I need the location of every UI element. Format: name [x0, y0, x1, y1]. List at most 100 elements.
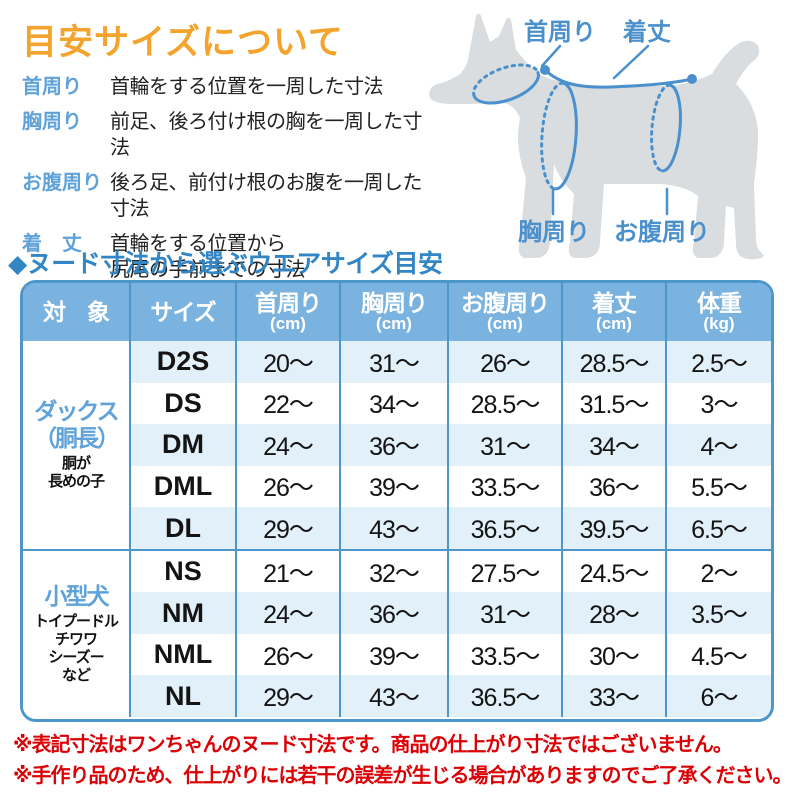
measurement-cell: 31.5〜	[561, 382, 665, 425]
measurement-cell: 26〜	[235, 465, 339, 508]
measurement-cell: 31〜	[339, 341, 447, 383]
measurement-cell: 34〜	[339, 382, 447, 425]
measurement-cell: 43〜	[339, 507, 447, 549]
belly-label: お腹周り	[614, 218, 710, 246]
measurement-cell: 3〜	[665, 382, 771, 425]
measurement-cell: 29〜	[235, 507, 339, 549]
measurement-cell: 39〜	[339, 465, 447, 508]
dog-category-cell: 小型犬 トイプードル チワワ シーズー など	[23, 550, 129, 717]
legend-term: 胸周り	[22, 111, 82, 133]
legend-item: 着 丈 首輪をする位置から 尻尾の手前までの寸法	[22, 231, 432, 283]
length-label-leader	[612, 44, 650, 80]
legend-desc: 後ろ足、前付け根のお腹を一周した寸法	[110, 172, 423, 220]
measurement-cell: 24.5〜	[561, 550, 665, 593]
legend-desc: 首輪をする位置を一周した寸法	[110, 76, 384, 98]
measurement-cell: 28〜	[561, 592, 665, 634]
measurement-cell: 31〜	[447, 424, 561, 466]
size-cell: NS	[129, 550, 235, 593]
table-row: DL 29〜 43〜 36.5〜 39.5〜 6.5〜	[129, 507, 771, 549]
size-cell: NML	[129, 633, 235, 676]
footnote: ※表記寸法はワンちゃんのヌード寸法です。商品の仕上がり寸法ではございません。	[13, 734, 733, 756]
footnotes: ※表記寸法はワンちゃんのヌード寸法です。商品の仕上がり寸法ではございません。 ※手…	[13, 730, 800, 792]
measurement-cell: 36〜	[561, 465, 665, 508]
legend-term: お腹周り	[22, 172, 102, 194]
dog-measurement-diagram: 首周り 着丈 胸周り お腹周り	[429, 13, 764, 260]
column-header: 首周り (cm)	[235, 283, 339, 341]
column-header: サイズ	[129, 283, 235, 341]
measurement-cell: 28.5〜	[447, 382, 561, 425]
measurement-cell: 24〜	[235, 424, 339, 466]
dog-silhouette	[429, 13, 764, 260]
measurement-cell: 3.5〜	[665, 592, 771, 634]
measurement-cell: 39.5〜	[561, 507, 665, 549]
measurement-legend: 首周り 首輪をする位置を一周した寸法 胸周り 前足、後ろ付け根の胸を一周した寸法 お腹周…	[22, 74, 432, 292]
measurement-cell: 24〜	[235, 592, 339, 634]
column-header-label: 首周り	[255, 290, 322, 316]
category-rows: D2S 20〜 31〜 26〜 28.5〜 2.5〜 DS 22〜 34〜 28.5〜 31.5〜 3…	[129, 341, 771, 549]
measurement-cell: 33.5〜	[447, 633, 561, 676]
chest-label: 胸周り	[518, 219, 590, 246]
measurement-cell: 36.5〜	[447, 675, 561, 718]
section-title: ◆ヌード寸法から選ぶウエアサイズ目安	[8, 250, 443, 278]
table-row: NM 24〜 36〜 31〜 28〜 3.5〜	[129, 592, 771, 634]
table-body: ダックス （胴長） 胴が 長めの子 D2S 20〜 31〜 26〜 28.5〜 2.5〜 DS 2…	[23, 341, 771, 718]
measurement-cell: 4〜	[665, 424, 771, 466]
belly-measure-ellipse	[650, 83, 682, 173]
measurement-cell: 21〜	[235, 550, 339, 593]
size-table: 対 象サイズ 首周り (cm) 胸周り (cm) お腹周り (cm) 着丈 (cm) 体重 (kg)…	[20, 280, 774, 722]
measurement-cell: 5.5〜	[665, 465, 771, 508]
legend-item: 胸周り 前足、後ろ付け根の胸を一周した寸法	[22, 109, 432, 161]
measurement-cell: 34〜	[561, 424, 665, 466]
column-header-label: 胸周り	[361, 290, 428, 316]
size-cell: DS	[129, 382, 235, 425]
column-header-unit: (cm)	[487, 314, 523, 333]
chest-measure-ellipse	[540, 81, 578, 191]
measurement-cell: 4.5〜	[665, 633, 771, 676]
size-cell: NL	[129, 675, 235, 718]
measurement-cell: 27.5〜	[447, 550, 561, 593]
table-row: D2S 20〜 31〜 26〜 28.5〜 2.5〜	[129, 341, 771, 383]
measurement-cell: 29〜	[235, 675, 339, 718]
column-header: お腹周り (cm)	[447, 283, 561, 341]
footnote: ※手作り品のため、仕上がりには若干の誤差が生じる場合がありますのでご了承ください…	[13, 765, 792, 787]
measurement-cell: 36〜	[339, 592, 447, 634]
measurement-cell: 32〜	[339, 550, 447, 593]
column-header-label: 対 象	[43, 299, 110, 325]
measurement-cell: 22〜	[235, 382, 339, 425]
dog-category-cell: ダックス （胴長） 胴が 長めの子	[23, 341, 129, 549]
legend-item: お腹周り 後ろ足、前付け根のお腹を一周した寸法	[22, 170, 432, 222]
measurement-cell: 6.5〜	[665, 507, 771, 549]
dog-category-breeds: 胴が 長めの子	[47, 455, 105, 491]
dog-category-name: ダックス （胴長）	[34, 398, 120, 452]
measurement-cell: 6〜	[665, 675, 771, 718]
column-header-label: 着丈	[592, 290, 637, 316]
measurement-cell: 2〜	[665, 550, 771, 593]
dog-category-name: 小型犬	[44, 582, 110, 609]
legend-term: 首周り	[22, 76, 82, 98]
column-header-unit: (cm)	[596, 314, 632, 333]
size-cell: DL	[129, 507, 235, 549]
neck-measure-ellipse	[472, 63, 540, 105]
measurement-cell: 30〜	[561, 633, 665, 676]
measurement-cell: 36〜	[339, 424, 447, 466]
column-header-unit: (kg)	[703, 314, 735, 333]
column-header: 着丈 (cm)	[561, 283, 665, 341]
column-header-unit: (cm)	[270, 314, 306, 333]
page-title: 目安サイズについて	[22, 23, 344, 62]
measurement-cell: 43〜	[339, 675, 447, 718]
legend-item: 首周り 首輪をする位置を一周した寸法	[22, 74, 432, 100]
table-row: NML 26〜 39〜 33.5〜 30〜 4.5〜	[129, 633, 771, 676]
table-header-row: 対 象サイズ 首周り (cm) 胸周り (cm) お腹周り (cm) 着丈 (cm) 体重 (kg)	[23, 283, 771, 341]
length-label: 着丈	[623, 18, 671, 46]
column-header-unit: (cm)	[376, 314, 412, 333]
measurement-cell: 2.5〜	[665, 341, 771, 383]
measurement-cell: 28.5〜	[561, 341, 665, 383]
neck-label: 首周り	[524, 18, 596, 46]
category-rows: NS 21〜 32〜 27.5〜 24.5〜 2〜 NM 24〜 36〜 31〜 28〜 3.5〜 NM…	[129, 550, 771, 718]
column-header: 対 象	[23, 283, 129, 341]
measurement-cell: 36.5〜	[447, 507, 561, 549]
measurement-cell: 20〜	[235, 341, 339, 383]
legend-desc: 前足、後ろ付け根の胸を一周した寸法	[110, 111, 423, 159]
neck-label-leader	[540, 44, 562, 68]
